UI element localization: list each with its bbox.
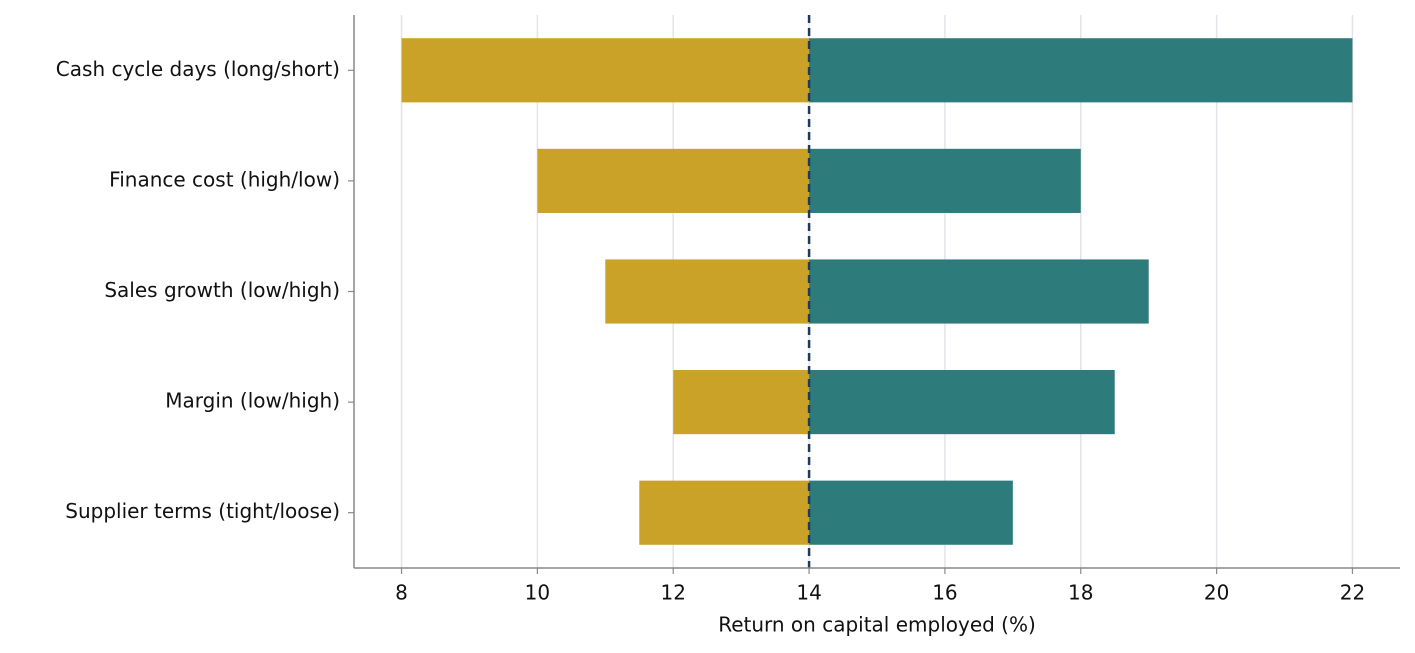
bar	[809, 148, 1081, 213]
x-tick-label: 12	[661, 581, 686, 605]
bar	[537, 148, 810, 213]
x-tick-label: 16	[932, 581, 957, 605]
x-tick-label: 18	[1068, 581, 1093, 605]
y-tick-label: Cash cycle days (long/short)	[56, 57, 340, 81]
y-tick-label: Sales growth (low/high)	[104, 278, 340, 302]
x-tick-label: 14	[796, 581, 821, 605]
x-axis-label: Return on capital employed (%)	[718, 613, 1036, 637]
bar	[809, 38, 1353, 103]
bar	[401, 38, 810, 103]
bar	[809, 370, 1115, 435]
y-tick-label: Finance cost (high/low)	[109, 167, 340, 191]
x-tick-label: 8	[395, 581, 408, 605]
y-tick-label: Supplier terms (tight/loose)	[65, 499, 340, 523]
bar	[639, 480, 810, 545]
bar	[673, 370, 810, 435]
y-tick-label: Margin (low/high)	[165, 389, 340, 413]
x-tick-label: 20	[1204, 581, 1229, 605]
x-tick-label: 22	[1340, 581, 1365, 605]
bar	[809, 480, 1013, 545]
bar	[605, 259, 810, 324]
x-tick-label: 10	[525, 581, 550, 605]
bar	[809, 259, 1149, 324]
